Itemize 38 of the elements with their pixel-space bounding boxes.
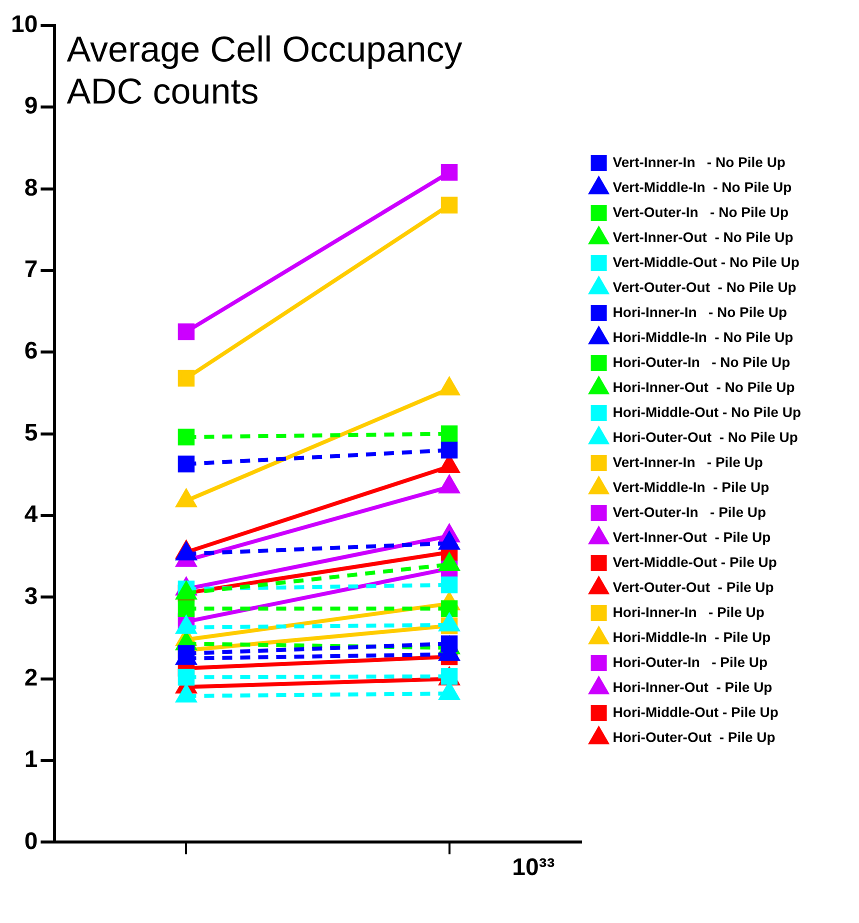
text: 10³³ bbox=[512, 854, 555, 881]
legend-label: Hori-Outer-In - No Pile Up bbox=[612, 354, 790, 370]
y-tick-label: 1 bbox=[24, 746, 38, 774]
y-tick-label: 10 bbox=[10, 11, 38, 38]
y-tick-label: 6 bbox=[24, 338, 38, 365]
legend-label: Hori-Outer-In - Pile Up bbox=[612, 654, 768, 670]
legend-label: Vert-Outer-In - Pile Up bbox=[612, 504, 766, 520]
legend-label: Vert-Inner-Out - Pile Up bbox=[612, 528, 771, 545]
y-tick-label: 5 bbox=[24, 419, 38, 446]
y-tick-label: 0 bbox=[24, 828, 38, 855]
legend-label: Vert-Inner-Out - No Pile Up bbox=[612, 228, 794, 245]
legend-label: Vert-Middle-Out - Pile Up bbox=[612, 554, 777, 570]
legend-label: Vert-Outer-Out - Pile Up bbox=[612, 578, 774, 595]
y-tick-label: 7 bbox=[24, 256, 38, 284]
y-tick-label: 3 bbox=[24, 582, 38, 610]
legend-label: Hori-Middle-In - No Pile Up bbox=[612, 328, 794, 345]
legend-label: Vert-Middle-In - No Pile Up bbox=[612, 178, 792, 195]
legend-label: Hori-Inner-Out - Pile Up bbox=[612, 678, 772, 695]
legend-label: Hori-Outer-Out - No Pile Up bbox=[612, 428, 798, 445]
chart-title: Average Cell Occupancy bbox=[66, 28, 462, 70]
legend-label: Hori-Inner-In - Pile Up bbox=[612, 604, 764, 620]
legend-label: Hori-Outer-Out - Pile Up bbox=[612, 728, 776, 745]
legend-label: Vert-Outer-Out - No Pile Up bbox=[612, 278, 796, 295]
legend-label: Hori-Middle-In - Pile Up bbox=[612, 628, 771, 645]
y-tick-label: 2 bbox=[24, 664, 38, 692]
legend-label: Hori-Middle-Out - Pile Up bbox=[612, 704, 778, 720]
legend-label: Hori-Inner-Out - No Pile Up bbox=[612, 378, 795, 395]
text: ADC counts bbox=[66, 70, 259, 112]
legend-label: Hori-Inner-In - No Pile Up bbox=[612, 304, 788, 320]
y-tick-label: 8 bbox=[24, 174, 38, 202]
legend-label: Vert-Middle-Out - No Pile Up bbox=[612, 254, 800, 270]
legend-label: Vert-Inner-In - Pile Up bbox=[612, 454, 763, 470]
legend-label: Vert-Outer-In - No Pile Up bbox=[612, 204, 789, 220]
legend-label: Hori-Middle-Out - No Pile Up bbox=[612, 404, 802, 420]
y-tick-label: 4 bbox=[24, 501, 38, 528]
legend-label: Vert-Inner-In - No Pile Up bbox=[612, 154, 786, 170]
y-tick-label: 9 bbox=[24, 92, 38, 120]
legend-label: Vert-Middle-In - Pile Up bbox=[612, 478, 770, 495]
